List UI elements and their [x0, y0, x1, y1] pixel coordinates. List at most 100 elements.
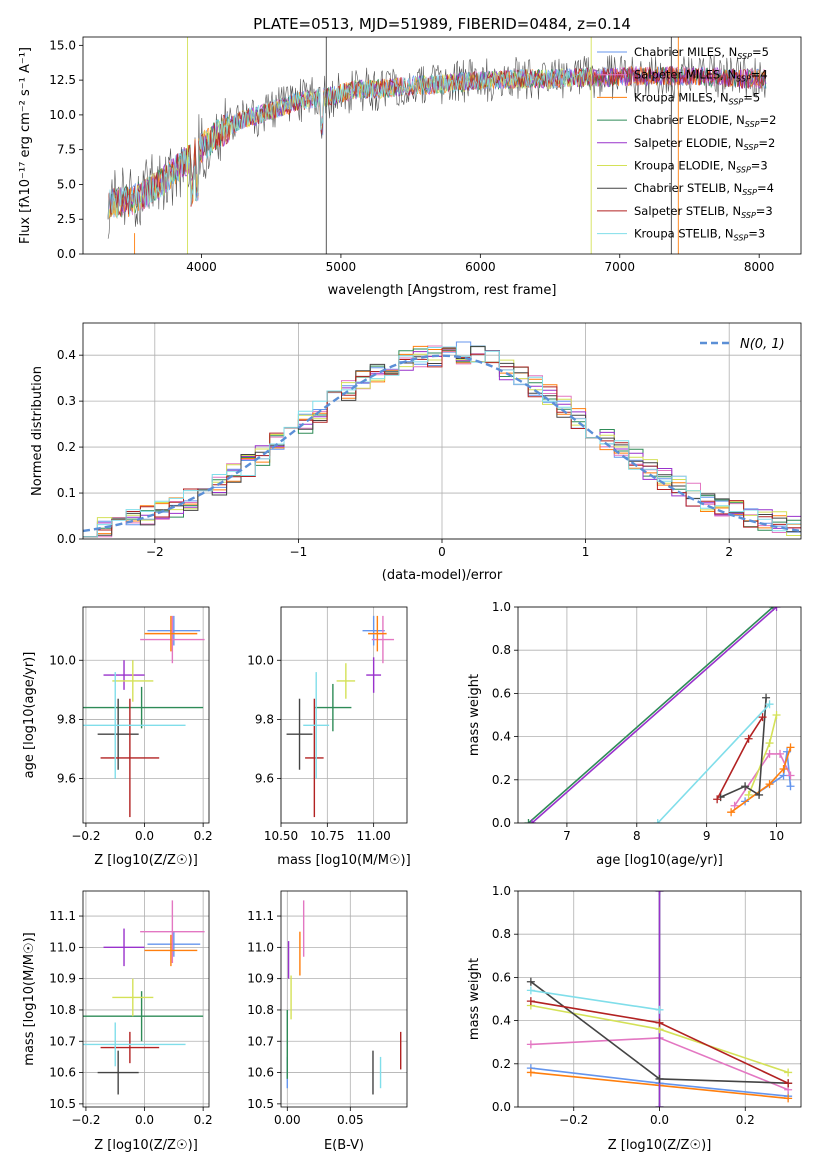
y-tick-label: 11.0 — [49, 940, 76, 954]
y-axis-label: mass weight — [467, 958, 482, 1040]
x-tick-label: 8 — [633, 829, 641, 843]
panel-spectrum: 4000 5000 6000 7000 8000 0.0 2.5 5.0 7.5 10.0 12.5… — [18, 36, 802, 298]
legend-entry: Chabrier STELIB, NSSP=4 — [634, 181, 774, 197]
y-tick-label: 11.1 — [49, 909, 76, 923]
x-tick-label: 10.75 — [310, 829, 344, 843]
y-tick-label: 0.6 — [492, 970, 511, 984]
weight-line — [657, 703, 771, 823]
y-tick-label: 12.5 — [49, 73, 76, 87]
y-tick-label: 0.4 — [492, 730, 511, 744]
x-tick-label: 8000 — [744, 260, 775, 274]
x-axis-label: wavelength [Angstrom, rest frame] — [328, 283, 557, 298]
y-tick-label: 10.0 — [49, 108, 76, 122]
weight-marker — [779, 765, 788, 773]
spectrum-line — [107, 68, 589, 220]
y-tick-label: 0.6 — [492, 686, 511, 700]
weight-marker — [776, 749, 785, 758]
legend-entry: Kroupa STELIB, NSSP=3 — [634, 227, 765, 243]
panel-weight-vs-Z: −0.2 0.0 0.2 0.0 0.2 0.4 0.6 0.8 1.0 Z [log10(Z/Z… — [467, 884, 802, 1153]
y-tick-label: 10.5 — [49, 1097, 76, 1111]
x-tick-label: −0.2 — [71, 1113, 100, 1127]
plot-area — [83, 900, 205, 1095]
x-tick-label: 6000 — [465, 260, 496, 274]
axes-frame — [82, 606, 210, 824]
x-tick-label: 0.2 — [736, 1113, 755, 1127]
legend-entry: Salpeter MILES, NSSP=4 — [634, 68, 768, 84]
spectrum-line — [107, 65, 766, 220]
y-tick-label: 1.0 — [492, 600, 511, 614]
weight-marker — [765, 739, 774, 748]
axes-frame — [517, 606, 802, 824]
weight-marker — [772, 607, 781, 611]
y-tick-label: 0.0 — [57, 532, 76, 546]
y-tick-label: 0.0 — [57, 247, 76, 261]
figure-title: PLATE=0513, MJD=51989, FIBERID=0484, z=0… — [253, 15, 631, 33]
y-tick-label: 2.5 — [57, 212, 76, 226]
legend-entry: Salpeter STELIB, NSSP=3 — [634, 204, 773, 220]
y-tick-label: 0.2 — [492, 1057, 511, 1071]
y-tick-label: 0.8 — [492, 643, 511, 657]
weight-marker — [765, 700, 774, 709]
x-tick-label: 0.05 — [337, 1113, 364, 1127]
y-tick-label: 11.1 — [247, 909, 274, 923]
panel-weight-vs-age: 7 8 9 10 0.0 0.2 0.4 0.6 0.8 1.0 age [log10(age/yr… — [467, 600, 802, 868]
y-axis-label: Normed distribution — [30, 366, 45, 496]
y-tick-label: 10.8 — [247, 1003, 274, 1017]
weight-marker — [655, 891, 664, 895]
weight-marker — [526, 1040, 535, 1049]
x-tick-label: −0.2 — [559, 1113, 588, 1127]
x-tick-label: 0 — [438, 545, 446, 559]
y-tick-label: 9.8 — [57, 712, 76, 726]
x-tick-label: 10.50 — [264, 829, 298, 843]
y-tick-label: 10.7 — [49, 1034, 76, 1048]
x-tick-label: 11.00 — [356, 829, 390, 843]
y-tick-label: 10.9 — [49, 972, 76, 986]
weight-marker — [730, 801, 739, 810]
weight-marker — [526, 997, 535, 1006]
weight-line — [530, 989, 660, 1011]
histogram-legend: N(0, 1) — [700, 337, 785, 352]
weight-marker — [786, 782, 795, 791]
axes-frame — [517, 890, 802, 1108]
weight-line — [527, 607, 774, 823]
weight-marker — [758, 713, 767, 722]
y-tick-label: 5.0 — [57, 177, 76, 191]
y-tick-label: 10.8 — [49, 1003, 76, 1017]
weight-marker — [744, 734, 753, 743]
x-axis-label: (data-model)/error — [382, 568, 503, 583]
panel-residuals: −2 −1 0 1 2 0.0 0.1 0.2 0.3 0.4 (data-model)/error… — [30, 322, 802, 583]
weight-marker — [784, 1079, 793, 1088]
panel-age-vs-Z: −0.2 0.0 0.2 9.6 9.8 10.0 Z [log10(Z/Z☉)] age [… — [22, 606, 213, 868]
axes-frame — [280, 606, 408, 824]
x-axis-label: age [log10(age/yr)] — [596, 853, 723, 868]
weight-line — [531, 607, 778, 823]
x-tick-label: 7 — [563, 829, 571, 843]
y-axis-label: Flux [fλ10⁻¹⁷ erg cm⁻² s⁻¹ A⁻¹] — [18, 47, 33, 244]
y-tick-label: 0.4 — [492, 1014, 511, 1028]
weight-marker — [784, 1068, 793, 1077]
legend-entry: Chabrier MILES, NSSP=5 — [634, 45, 769, 61]
x-axis-label: E(B-V) — [324, 1138, 364, 1153]
weight-marker — [655, 1074, 664, 1083]
weight-line — [720, 697, 767, 798]
axes-frame — [82, 322, 802, 540]
x-tick-label: 4000 — [186, 260, 217, 274]
y-tick-label: 7.5 — [57, 143, 76, 157]
x-tick-label: 10 — [769, 829, 784, 843]
x-tick-label: −1 — [290, 545, 308, 559]
x-tick-label: 2 — [725, 545, 733, 559]
x-tick-label: 0.0 — [135, 829, 154, 843]
legend-entry: Salpeter ELODIE, NSSP=2 — [634, 136, 775, 152]
x-tick-label: 5000 — [326, 260, 357, 274]
weight-marker — [755, 790, 764, 799]
weight-marker — [786, 771, 795, 780]
panel-age-vs-mass: 10.50 10.75 11.00 9.6 9.8 10.0 mass [log10(M/M… — [247, 606, 411, 868]
plot-area — [286, 615, 395, 818]
weight-marker — [524, 819, 533, 823]
y-tick-label: 10.0 — [247, 653, 274, 667]
x-tick-label: 0.0 — [650, 1113, 669, 1127]
plot-area — [524, 607, 795, 823]
weight-marker — [527, 819, 536, 823]
legend-entry: Kroupa ELODIE, NSSP=3 — [634, 159, 768, 175]
